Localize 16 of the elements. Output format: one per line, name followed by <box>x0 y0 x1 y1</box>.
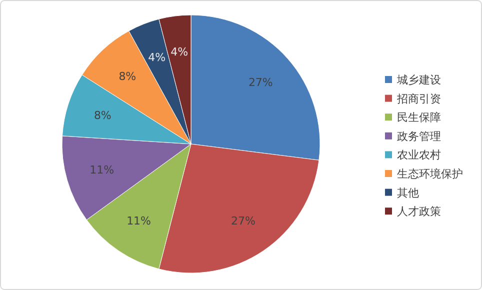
data-label: 11% <box>90 163 114 176</box>
legend-label: 民生保障 <box>397 111 441 124</box>
data-label: 8% <box>118 70 136 83</box>
data-label: 11% <box>126 214 152 228</box>
legend-label: 招商引资 <box>396 92 441 106</box>
data-label: 27% <box>248 76 273 90</box>
legend-label: 人才政策 <box>397 205 441 218</box>
data-label: 8% <box>94 108 112 122</box>
legend-label: 政务管理 <box>397 130 441 143</box>
legend-label: 城乡建设 <box>396 74 441 86</box>
data-label: 4% <box>148 51 166 64</box>
legend-label: 生态环境保护 <box>397 168 463 180</box>
data-label: 4% <box>170 45 188 58</box>
legend-label: 农业农村 <box>397 148 441 162</box>
data-label: 27% <box>230 214 256 228</box>
legend-label: 其他 <box>397 186 419 200</box>
